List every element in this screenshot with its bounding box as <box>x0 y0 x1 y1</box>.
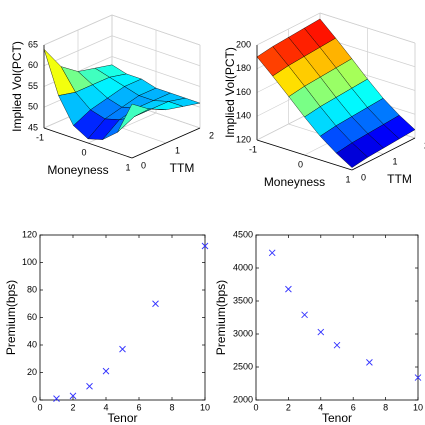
surface-patch <box>117 103 150 133</box>
z-axis-label: Implied Vol(PCT) <box>10 41 24 132</box>
x-axis-label: Tenor <box>322 411 352 425</box>
y-tick-label: 0 <box>361 172 366 182</box>
marker-stroke <box>414 374 422 381</box>
z-tick-label: 50 <box>28 102 38 112</box>
x-tick-label: 10 <box>413 402 423 412</box>
z-tick-label: 140 <box>236 111 251 121</box>
x-tick-label: 4 <box>103 402 108 412</box>
data-point <box>285 285 292 293</box>
marker-stroke <box>268 249 276 257</box>
y-tick-label: 2 <box>209 130 214 140</box>
x-tick-label: 0 <box>81 147 86 157</box>
marker-stroke <box>119 345 126 353</box>
marker-stroke <box>69 392 77 400</box>
axis-line <box>43 127 133 159</box>
data-point <box>268 249 276 257</box>
y-axis-label: TTM <box>170 161 195 175</box>
y-tick-label: 120 <box>22 229 37 239</box>
data-point <box>317 328 325 336</box>
z-tick-label: 180 <box>236 63 251 73</box>
x-tick-label: 8 <box>383 402 388 412</box>
y-tick-label: 100 <box>22 257 37 267</box>
marker-stroke <box>102 367 110 375</box>
x-tick-label: 0 <box>253 402 258 412</box>
x-tick-label: 2 <box>70 402 75 412</box>
marker-stroke <box>366 359 373 366</box>
x-tick-label: 4 <box>318 402 323 412</box>
data-point <box>152 300 159 308</box>
y-tick-label: 4500 <box>233 229 253 239</box>
y-tick-label: 1 <box>393 156 398 166</box>
y-tick-label: 1 <box>175 145 180 155</box>
marker-stroke <box>301 311 308 319</box>
x-tick-label: 6 <box>351 402 356 412</box>
data-point <box>414 374 422 381</box>
marker-stroke <box>317 328 325 336</box>
z-tick-label: 55 <box>28 81 38 91</box>
axis-line <box>256 139 353 171</box>
y-tick-label: 2000 <box>233 394 253 404</box>
z-axis-label: Implied Vol(PCT) <box>223 47 237 138</box>
marker-stroke <box>285 285 292 293</box>
y-tick-label: 2500 <box>233 361 253 371</box>
surface-patch <box>336 142 369 168</box>
x-axis-label: Moneyness <box>264 175 325 189</box>
x-axis-label: Tenor <box>107 411 137 425</box>
marker-stroke <box>152 300 159 308</box>
data-point <box>201 242 209 250</box>
data-point <box>366 359 373 366</box>
z-tick-label: 120 <box>236 134 251 144</box>
marker-stroke <box>333 341 341 349</box>
x-tick-label: -1 <box>36 132 44 142</box>
data-point <box>102 367 110 375</box>
axis-line <box>131 127 201 159</box>
y-tick-label: 20 <box>27 367 37 377</box>
x-tick-label: 6 <box>136 402 141 412</box>
plot-frame <box>39 234 206 401</box>
data-point <box>333 341 341 349</box>
y-axis-label: Premium(bps) <box>214 280 228 355</box>
y-axis-label: TTM <box>387 172 412 186</box>
y-tick-label: 0 <box>32 394 37 404</box>
y-tick-label: 0 <box>141 160 146 170</box>
z-tick-label: 60 <box>28 60 38 70</box>
x-tick-label: 8 <box>169 402 174 412</box>
z-tick-label: 200 <box>236 39 251 49</box>
marker-stroke <box>53 395 60 402</box>
data-point <box>86 382 93 390</box>
y-tick-label: 4000 <box>233 262 253 272</box>
marker-stroke <box>86 382 93 390</box>
x-axis-label: Moneyness <box>47 163 108 177</box>
z-tick-label: 65 <box>28 39 38 49</box>
x-tick-label: 0 <box>298 159 303 169</box>
y-tick-label: 3500 <box>233 295 253 305</box>
z-tick-label: 45 <box>28 122 38 132</box>
y-tick-label: 80 <box>27 284 37 294</box>
data-point <box>119 345 126 353</box>
y-tick-label: 40 <box>27 339 37 349</box>
z-tick-label: 160 <box>236 87 251 97</box>
x-tick-label: -1 <box>249 144 257 154</box>
x-tick-label: 1 <box>125 162 130 172</box>
plot-frame <box>255 234 419 401</box>
y-tick-label: 3000 <box>233 328 253 338</box>
x-tick-label: 1 <box>345 174 350 184</box>
data-point <box>69 392 77 400</box>
data-point <box>53 395 60 402</box>
x-tick-label: 10 <box>200 402 210 412</box>
marker-stroke <box>201 242 209 250</box>
axis-line <box>351 137 416 171</box>
x-tick-label: 0 <box>37 402 42 412</box>
y-tick-label: 60 <box>27 312 37 322</box>
x-tick-label: 2 <box>286 402 291 412</box>
data-point <box>301 311 308 319</box>
y-axis-label: Premium(bps) <box>4 280 18 355</box>
